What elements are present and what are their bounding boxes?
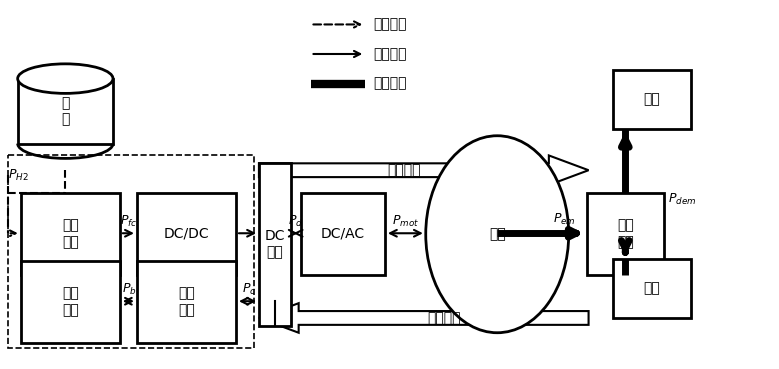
- Text: $P_{dem}$: $P_{dem}$: [668, 192, 696, 207]
- Text: $P_{em}$: $P_{em}$: [553, 212, 576, 227]
- Polygon shape: [259, 303, 589, 333]
- Text: 制动模式: 制动模式: [427, 311, 460, 325]
- Text: 电力连接: 电力连接: [373, 47, 407, 61]
- Text: 机械连接: 机械连接: [373, 76, 407, 90]
- Bar: [18, 79, 113, 144]
- Text: DC/DC: DC/DC: [164, 227, 210, 241]
- Text: $P_c$: $P_c$: [242, 282, 256, 297]
- Bar: [587, 193, 664, 275]
- Bar: [137, 261, 236, 342]
- Text: 电能
转换: 电能 转换: [178, 287, 195, 317]
- Bar: [613, 259, 691, 318]
- Text: 动力
电池: 动力 电池: [62, 287, 79, 317]
- Text: 燃料
电池: 燃料 电池: [62, 219, 79, 249]
- Text: 驱动模式: 驱动模式: [387, 163, 421, 177]
- Text: $P_{fc}$: $P_{fc}$: [120, 214, 138, 229]
- Bar: [21, 261, 120, 342]
- Text: 气体连接: 气体连接: [373, 17, 407, 31]
- Bar: [8, 155, 254, 348]
- Text: DC
母线: DC 母线: [265, 230, 285, 260]
- Text: $P_{mot}$: $P_{mot}$: [393, 214, 419, 229]
- Bar: [301, 193, 385, 275]
- Bar: [21, 193, 120, 275]
- Text: 电机: 电机: [489, 227, 506, 241]
- Text: $P_b$: $P_b$: [122, 282, 136, 297]
- Text: $P_d$: $P_d$: [288, 214, 303, 229]
- Text: DC/AC: DC/AC: [321, 227, 365, 241]
- Text: $P_{H2}$: $P_{H2}$: [8, 168, 29, 183]
- Bar: [137, 193, 236, 275]
- Bar: [259, 163, 291, 326]
- Polygon shape: [259, 155, 589, 185]
- Text: 氢
气: 氢 气: [61, 96, 69, 126]
- Text: 主减
速器: 主减 速器: [617, 219, 633, 249]
- Ellipse shape: [18, 64, 113, 93]
- Text: 车轮: 车轮: [643, 92, 661, 106]
- Text: 车轮: 车轮: [643, 282, 661, 296]
- Ellipse shape: [426, 136, 569, 333]
- Bar: [613, 70, 691, 129]
